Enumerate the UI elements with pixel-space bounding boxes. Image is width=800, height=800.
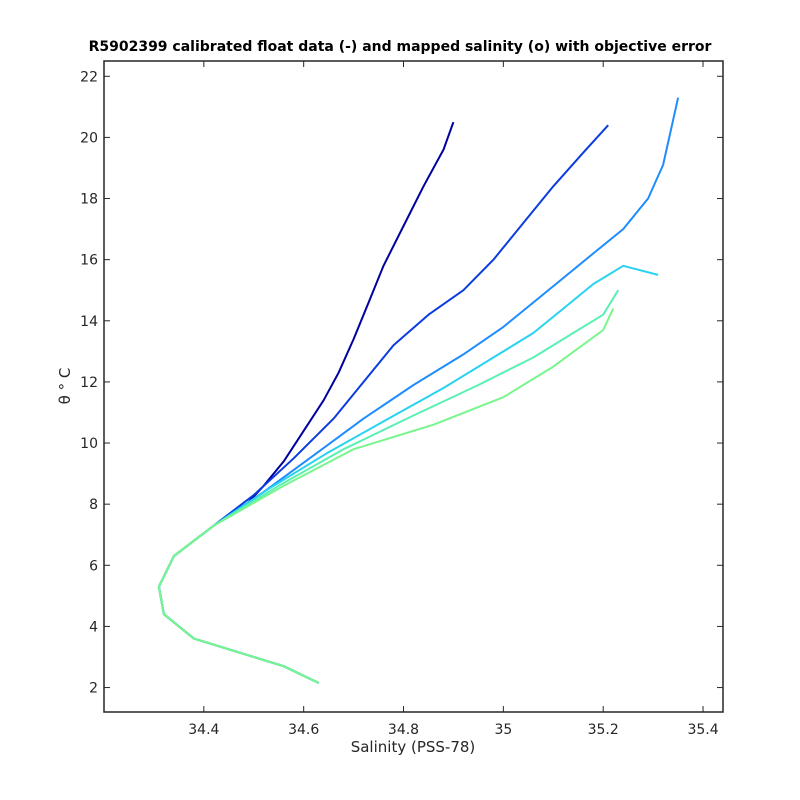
y-tick-label-9: 20 (80, 130, 98, 146)
profile-line-6 (157, 308, 615, 684)
y-tick-label-7: 16 (80, 253, 98, 269)
y-tick-label-8: 18 (80, 192, 98, 208)
y-tick-label-2: 6 (89, 558, 98, 574)
y-tick-label-10: 22 (80, 69, 98, 85)
y-tick-label-1: 4 (89, 619, 98, 635)
profile-line-3 (157, 97, 680, 684)
y-tick-label-0: 2 (89, 681, 98, 697)
x-axis-ticks: 34.4 34.6 34.8 35 35.2 35.4 (188, 61, 719, 738)
plot-frame (103, 60, 724, 713)
x-tick-label-2: 34.8 (388, 722, 419, 738)
data-layer (157, 97, 680, 684)
x-tick-label-5: 35.4 (687, 722, 718, 738)
profile-line-4 (157, 264, 659, 684)
y-tick-label-5: 12 (80, 375, 98, 391)
x-tick-label-4: 35.2 (588, 722, 619, 738)
x-axis-label: Salinity (PSS-78) (351, 738, 476, 756)
y-tick-label-3: 8 (89, 497, 98, 513)
y-axis-label: θ ° C (56, 368, 74, 405)
y-tick-label-4: 10 (80, 436, 98, 452)
x-tick-label-3: 35 (494, 722, 512, 738)
y-tick-label-6: 14 (80, 314, 98, 330)
chart-title: R5902399 calibrated float data (-) and m… (89, 39, 712, 55)
profile-line-5 (157, 289, 620, 684)
profile-line-1 (157, 121, 455, 684)
x-tick-label-1: 34.6 (288, 722, 319, 738)
y-axis-ticks: 2 4 6 8 10 12 14 16 18 20 22 (80, 69, 723, 697)
x-tick-label-0: 34.4 (188, 722, 219, 738)
